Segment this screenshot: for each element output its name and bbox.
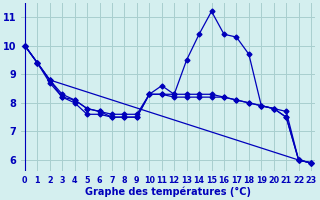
X-axis label: Graphe des températures (°C): Graphe des températures (°C) — [85, 187, 251, 197]
